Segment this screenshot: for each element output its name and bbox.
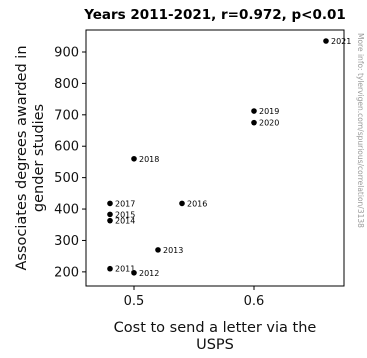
x-tick-label: 0.5 <box>124 294 145 309</box>
data-point <box>155 247 161 253</box>
data-point <box>251 108 257 114</box>
data-point-label: 2016 <box>187 199 207 208</box>
data-point-label: 2012 <box>139 269 159 278</box>
data-point-label: 2015 <box>115 210 135 219</box>
data-point-label: 2013 <box>163 246 183 255</box>
x-axis-label: Cost to send a letter via the USPS <box>114 320 317 353</box>
data-point-label: 2021 <box>331 37 351 46</box>
y-tick-label: 300 <box>54 234 79 249</box>
data-point <box>179 200 185 207</box>
data-point <box>107 211 113 218</box>
y-tick-label: 700 <box>54 108 79 123</box>
data-point <box>251 119 257 126</box>
y-tick-label: 400 <box>54 203 79 218</box>
data-point <box>107 217 113 224</box>
data-point-label: 2018 <box>139 155 159 164</box>
y-axis: 200 300 400 500 600 700 800 900 <box>54 45 86 280</box>
chart-title: Years 2011-2021, r=0.972, p<0.01 <box>83 7 346 23</box>
y-tick-label: 800 <box>54 77 79 92</box>
data-point-label: 2020 <box>259 119 279 128</box>
data-point <box>131 155 137 162</box>
y-tick-label: 600 <box>54 140 79 155</box>
data-point-label: 2017 <box>115 199 135 208</box>
x-tick-label: 0.6 <box>244 294 265 309</box>
data-point <box>107 200 113 207</box>
watermark-text: More info: tylervigen.com/spurious/corre… <box>356 33 365 228</box>
x-axis: 0.5 0.6 <box>124 286 265 309</box>
y-tick-label: 200 <box>54 265 79 280</box>
data-point <box>323 38 329 44</box>
data-point <box>131 270 137 276</box>
y-axis-label: Associates degrees awarded ingender stud… <box>14 45 47 270</box>
data-point <box>107 265 113 272</box>
data-point-label: 2019 <box>259 107 279 116</box>
data-point-label: 2011 <box>115 265 135 274</box>
y-tick-label: 900 <box>54 45 79 60</box>
data-point-label: 2014 <box>115 217 135 226</box>
y-tick-label: 500 <box>54 171 79 186</box>
plot-area <box>85 29 345 287</box>
